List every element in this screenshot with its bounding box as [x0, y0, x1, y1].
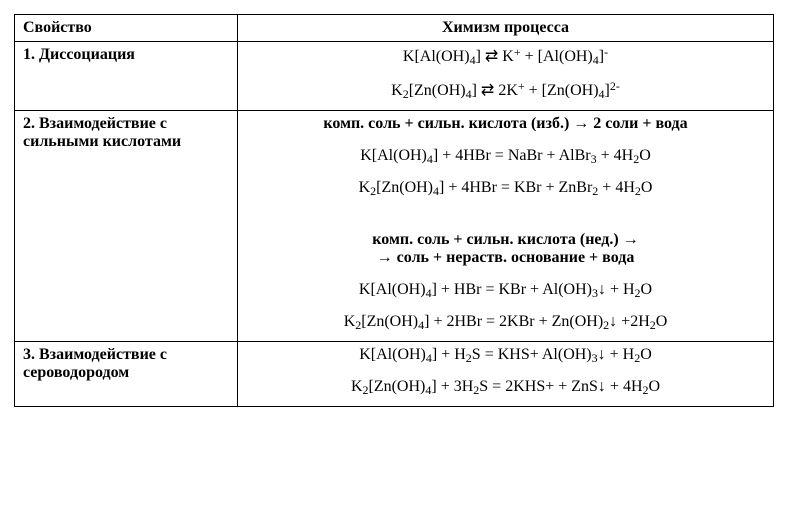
property-cell: 3. Взаимодействие с сероводородом — [15, 342, 238, 407]
equation-line: K[Al(OH)4] + HBr = KBr + Al(OH)3↓ + H2O — [246, 281, 765, 299]
equation-line: K2[Zn(OH)4] ⇄ 2K+ + [Zn(OH)4]2- — [246, 80, 765, 100]
table-row: 3. Взаимодействие с сероводородомK[Al(OH… — [15, 342, 774, 407]
equation-line: K[Al(OH)4] + 4HBr = NaBr + AlBr3 + 4H2O — [246, 147, 765, 165]
table-header-row: Свойство Химизм процесса — [15, 15, 774, 42]
equation-line: комп. соль + сильн. кислота (нед.) →→ со… — [246, 231, 765, 267]
header-property: Свойство — [15, 15, 238, 42]
equation-line: K[Al(OH)4] ⇄ K+ + [Al(OH)4]- — [246, 46, 765, 66]
equation-line: K2[Zn(OH)4] + 2HBr = 2KBr + Zn(OH)2↓ +2H… — [246, 313, 765, 331]
chemistry-table: Свойство Химизм процесса 1. ДиссоциацияK… — [14, 14, 774, 407]
equation-line: K2[Zn(OH)4] + 3H2S = 2KHS+ + ZnS↓ + 4H2O — [246, 378, 765, 396]
table-body: 1. ДиссоциацияK[Al(OH)4] ⇄ K+ + [Al(OH)4… — [15, 42, 774, 407]
equation-line: комп. соль + сильн. кислота (изб.) → 2 с… — [246, 115, 765, 133]
table-row: 1. ДиссоциацияK[Al(OH)4] ⇄ K+ + [Al(OH)4… — [15, 42, 774, 111]
table-row: 2. Взаимодействие с сильными кислотамико… — [15, 111, 774, 342]
property-cell: 2. Взаимодействие с сильными кислотами — [15, 111, 238, 342]
property-cell: 1. Диссоциация — [15, 42, 238, 111]
chemistry-cell: комп. соль + сильн. кислота (изб.) → 2 с… — [238, 111, 774, 342]
equation-line: K2[Zn(OH)4] + 4HBr = KBr + ZnBr2 + 4H2O — [246, 179, 765, 197]
chemistry-cell: K[Al(OH)4] ⇄ K+ + [Al(OH)4]- K2[Zn(OH)4] … — [238, 42, 774, 111]
header-chemistry: Химизм процесса — [238, 15, 774, 42]
equation-line: K[Al(OH)4] + H2S = KHS+ Al(OH)3↓ + H2O — [246, 346, 765, 364]
chemistry-cell: K[Al(OH)4] + H2S = KHS+ Al(OH)3↓ + H2O K2… — [238, 342, 774, 407]
